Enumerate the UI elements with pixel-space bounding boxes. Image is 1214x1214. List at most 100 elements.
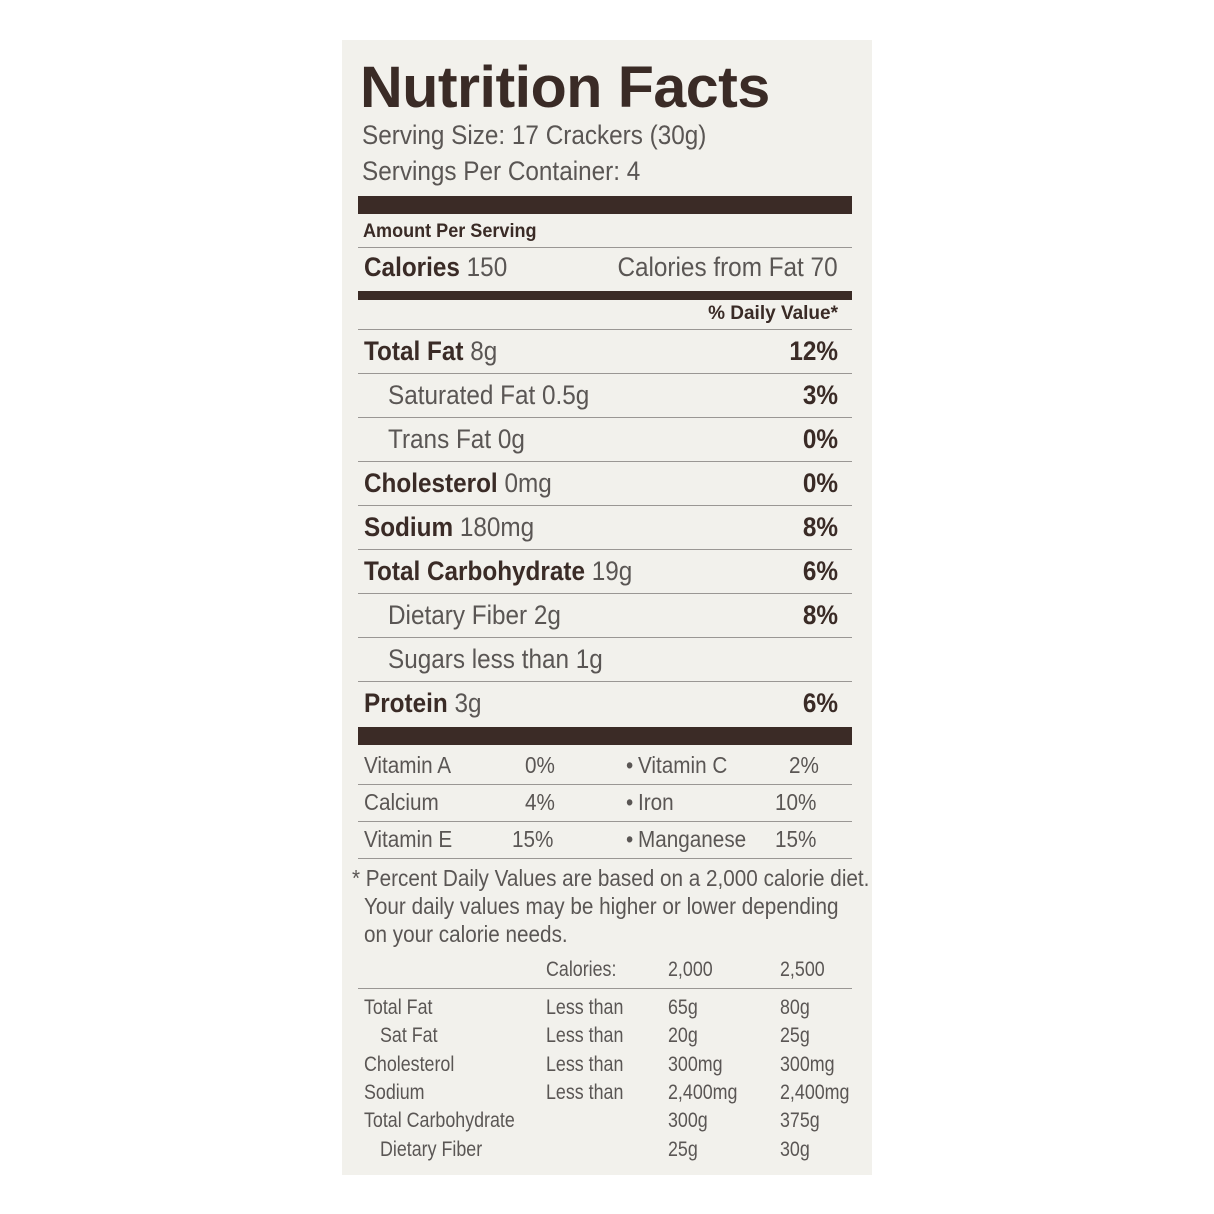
divider (358, 247, 852, 248)
nutrient-label: Cholesterol 0mg (364, 468, 552, 499)
table-cell: 20g (668, 1024, 698, 1048)
nutrient-daily-value: 3% (803, 380, 838, 411)
amount-per-serving: Amount Per Serving (363, 221, 537, 242)
nutrient-label: Total Carbohydrate 19g (364, 556, 632, 587)
nutrient-label: Total Fat 8g (364, 336, 497, 367)
vitamin-dv: 15% (775, 826, 817, 852)
divider (358, 681, 852, 682)
table-cell: 300mg (780, 1052, 835, 1076)
nutrient-label: Trans Fat 0g (388, 424, 525, 455)
table-cell: Less than (546, 1052, 624, 1076)
daily-value-header: % Daily Value* (708, 303, 838, 324)
divider (358, 549, 852, 550)
bullet: • (626, 789, 634, 815)
table-cell: 2,400mg (668, 1080, 738, 1104)
table-cell: Cholesterol (364, 1052, 455, 1076)
nutrient-daily-value: 12% (789, 336, 838, 367)
table-cell: 300g (668, 1109, 708, 1133)
table-cell: Sat Fat (380, 1024, 438, 1048)
nutrient-daily-value: 0% (803, 468, 838, 499)
nutrient-row: Protein 3g 6% (358, 688, 852, 728)
nutrient-label: Saturated Fat 0.5g (388, 380, 589, 411)
nutrient-amount: 1g (575, 644, 603, 674)
divider (358, 461, 852, 462)
footnote-line: on your calorie needs. (364, 921, 568, 947)
table-cell: 300mg (668, 1052, 723, 1076)
nutrient-daily-value: 8% (803, 600, 838, 631)
table-cell: Less than (546, 1024, 624, 1048)
nutrient-amount: 19g (591, 556, 633, 586)
daily-value-percent: 8% (802, 600, 838, 630)
footnote-line: Your daily values may be higher or lower… (364, 893, 839, 919)
table-cell: 25g (780, 1024, 810, 1048)
divider (358, 417, 852, 418)
calories-row: Calories 150 Calories from Fat 70 (358, 252, 852, 292)
nutrient-daily-value: 6% (803, 688, 838, 719)
nutrient-name: Dietary Fiber (388, 600, 528, 630)
calories-from-fat: Calories from Fat 70 (617, 252, 838, 282)
daily-value-percent: 6% (802, 688, 838, 718)
nutrient-row: Sodium 180mg 8% (358, 512, 852, 552)
table-header: 2,000 (668, 958, 713, 981)
nutrient-amount: 3g (454, 688, 482, 718)
nutrient-label: Sugars less than 1g (388, 644, 603, 675)
vitamin-dv: 4% (525, 789, 555, 815)
daily-value-percent: 0% (802, 424, 838, 454)
nutrient-name: Total Fat (364, 336, 464, 366)
nutrient-label: Sodium 180mg (364, 512, 534, 543)
bullet: • (626, 752, 634, 778)
daily-value-percent: 12% (789, 336, 838, 366)
divider-thick (358, 196, 852, 214)
nutrient-row: Total Fat 8g 12% (358, 336, 852, 376)
bullet: • (626, 826, 634, 852)
vitamin-dv: 15% (512, 826, 554, 852)
nutrient-amount: 0.5g (542, 380, 590, 410)
vitamin-name: Vitamin E (364, 826, 453, 852)
daily-value-percent: 6% (802, 556, 838, 586)
divider (358, 858, 852, 859)
serving-size: Serving Size: 17 Crackers (30g) (362, 120, 707, 150)
table-cell: 25g (668, 1137, 698, 1161)
daily-value-percent: 3% (802, 380, 838, 410)
nutrient-daily-value: 0% (803, 424, 838, 455)
daily-value-percent: 0% (802, 468, 838, 498)
table-cell: Dietary Fiber (380, 1137, 483, 1161)
nutrient-daily-value: 6% (803, 556, 838, 587)
nutrient-name: Sugars less than (388, 644, 570, 674)
nutrient-amount: 0g (497, 424, 525, 454)
divider (358, 593, 852, 594)
vitamin-name: Manganese (638, 826, 747, 852)
divider (358, 988, 852, 989)
divider (358, 784, 852, 785)
nutrient-label: Protein 3g (364, 688, 482, 719)
divider-medium (358, 291, 852, 300)
nutrient-name: Sodium (364, 512, 454, 542)
nutrient-amount: 0mg (504, 468, 552, 498)
table-cell: Less than (546, 996, 624, 1019)
divider (358, 329, 852, 330)
nutrient-row: Total Carbohydrate 19g 6% (358, 556, 852, 596)
nutrient-row: Cholesterol 0mg 0% (358, 468, 852, 508)
table-header: 2,500 (780, 958, 825, 981)
nutrient-amount: 2g (533, 600, 561, 630)
vitamin-name: Calcium (364, 789, 439, 815)
nutrient-row: Sugars less than 1g (358, 644, 852, 684)
table-cell: Total Carbohydrate (364, 1109, 515, 1133)
vitamin-name: Vitamin A (364, 752, 452, 778)
table-cell: Total Fat (364, 996, 433, 1019)
divider (358, 821, 852, 822)
calories-label: Calories (364, 252, 460, 282)
vitamin-name: Iron (638, 789, 674, 815)
nutrient-name: Trans Fat (388, 424, 492, 454)
divider-thick (358, 727, 852, 745)
nutrient-name: Cholesterol (364, 468, 498, 498)
nutrient-row: Trans Fat 0g 0% (358, 424, 852, 464)
divider (358, 637, 852, 638)
nutrient-daily-value: 8% (803, 512, 838, 543)
nutrient-row: Saturated Fat 0.5g 3% (358, 380, 852, 420)
servings-per-container: Servings Per Container: 4 (362, 156, 641, 186)
vitamin-dv: 10% (775, 789, 817, 815)
divider (358, 505, 852, 506)
table-cell: Sodium (364, 1080, 425, 1104)
vitamin-dv: 2% (789, 752, 819, 778)
